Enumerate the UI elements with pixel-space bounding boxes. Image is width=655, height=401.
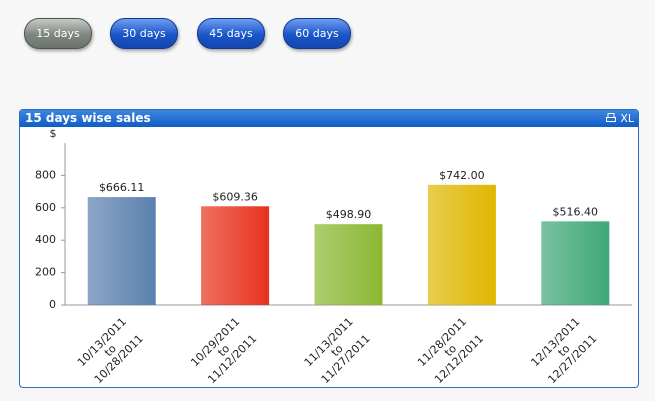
bar <box>314 224 383 305</box>
bar <box>427 184 496 305</box>
y-tick-label: 800 <box>35 168 56 181</box>
y-tick-label: 200 <box>35 266 56 279</box>
y-axis-label: $ <box>50 127 57 140</box>
panel-header: 15 days wise sales XL <box>20 110 638 127</box>
y-tick-label: 0 <box>49 298 56 311</box>
value-label: $609.36 <box>212 190 258 203</box>
y-tick-label: 600 <box>35 201 56 214</box>
period-button[interactable]: 45 days <box>197 18 265 49</box>
period-button[interactable]: 60 days <box>283 18 351 49</box>
print-icon[interactable] <box>606 113 617 123</box>
chart-panel: 15 days wise sales XL $0 200 400 600 800 $666… <box>19 109 639 388</box>
period-button[interactable]: 15 days <box>24 18 92 49</box>
bar <box>201 206 270 305</box>
export-xl[interactable]: XL <box>620 112 634 125</box>
value-label: $666.11 <box>99 181 145 194</box>
value-label: $498.90 <box>326 208 372 221</box>
value-label: $742.00 <box>439 169 485 182</box>
export-controls: XL <box>606 110 634 127</box>
value-label: $516.40 <box>553 205 599 218</box>
chart: $0 200 400 600 800 $666.11 10/13/2011to10/28/2… <box>35 127 632 386</box>
bar <box>87 197 156 305</box>
panel-title: 15 days wise sales <box>25 111 151 125</box>
period-button[interactable]: 30 days <box>110 18 178 49</box>
y-tick-label: 400 <box>35 233 56 246</box>
bar <box>541 221 610 305</box>
